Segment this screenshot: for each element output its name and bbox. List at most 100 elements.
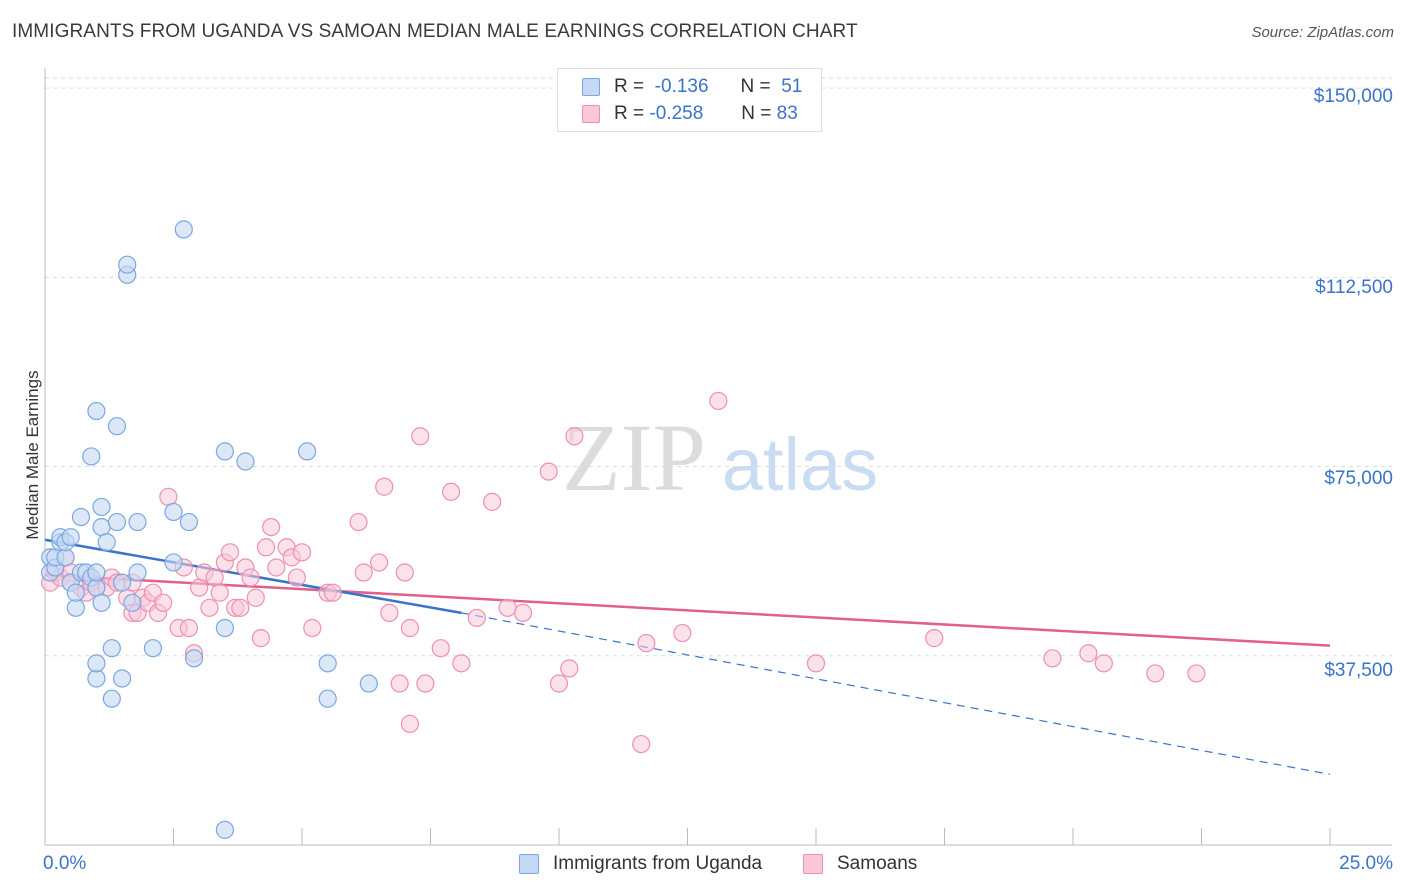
samoans-point [323, 583, 342, 602]
uganda-point [61, 528, 80, 547]
uganda-point [102, 689, 121, 708]
watermark: ZIP atlas [562, 404, 878, 511]
samoans-point [441, 482, 461, 501]
n-label: N = [740, 76, 771, 97]
uganda-point [87, 401, 106, 421]
samoans-point [256, 538, 276, 557]
uganda-point [128, 512, 147, 532]
samoans-point [400, 618, 420, 638]
uganda-point [236, 452, 255, 471]
uganda-point [143, 639, 163, 658]
uganda-point [128, 563, 147, 582]
stats-legend-row-uganda: R = -0.136 N = 51 [582, 75, 802, 99]
samoans-point [1187, 664, 1206, 683]
samoans-point [483, 492, 502, 511]
uganda-point [123, 593, 142, 612]
y-axis-label: Median Male Earnings [22, 370, 42, 540]
legend-label: Immigrants from Uganda [553, 853, 763, 874]
samoans-point [1146, 664, 1165, 683]
samoans-point [292, 543, 312, 562]
samoans-point [375, 477, 394, 496]
samoans-point [431, 639, 450, 658]
uganda-point [87, 563, 106, 582]
samoans-point [205, 568, 224, 587]
samoans-point [241, 568, 260, 587]
uganda-point [92, 497, 111, 517]
samoans-point [565, 427, 584, 446]
uganda-point [164, 502, 183, 522]
samoans-point [246, 588, 265, 607]
uganda-point [174, 220, 193, 239]
samoans-swatch [582, 105, 600, 123]
samoans-trend-line [44, 573, 1331, 647]
source-credit: Source: ZipAtlas.com [1251, 24, 1394, 41]
uganda-point [215, 618, 234, 638]
uganda-point [112, 669, 132, 688]
r-value: -0.136 [654, 76, 709, 97]
axes [44, 68, 1392, 846]
samoans-point [673, 623, 692, 643]
legend-label: Samoans [837, 853, 918, 874]
y-tick-label: $150,000 [1313, 86, 1393, 107]
uganda-point [107, 512, 127, 532]
samoans-point [370, 553, 389, 572]
uganda-point [87, 654, 106, 673]
uganda-point [66, 583, 85, 602]
samoans-point [1079, 644, 1098, 663]
samoans-point [190, 578, 209, 597]
samoans-point [262, 517, 281, 537]
uganda-swatch [582, 78, 600, 96]
samoans-point [210, 583, 229, 602]
x-tick-label: 25.0% [1339, 853, 1393, 874]
samoans-point [806, 654, 826, 673]
uganda-trend-extrapolation [461, 612, 1331, 775]
watermark-atlas: atlas [722, 423, 878, 506]
uganda-point [87, 578, 106, 597]
uganda-swatch [519, 854, 539, 874]
samoans-point [251, 629, 270, 648]
legend-item-uganda[interactable]: Immigrants from Uganda [519, 853, 762, 875]
uganda-point [359, 674, 378, 693]
uganda-point [66, 598, 85, 617]
samoans-swatch [803, 854, 823, 874]
samoans-point [632, 734, 651, 754]
uganda-point [87, 669, 106, 688]
legend-item-samoans[interactable]: Samoans [803, 853, 917, 875]
samoans-point [231, 598, 250, 617]
uganda-point [82, 447, 101, 466]
uganda-point [179, 512, 199, 532]
uganda-point [71, 507, 91, 527]
samoans-point [159, 487, 178, 506]
samoans-point [925, 629, 944, 648]
chart-title: IMMIGRANTS FROM UGANDA VS SAMOAN MEDIAN … [12, 21, 858, 42]
samoans-point [349, 512, 368, 532]
n-value: 83 [776, 103, 798, 124]
uganda-point [118, 255, 137, 274]
uganda-point [318, 689, 337, 708]
samoans-point [267, 558, 286, 577]
samoans-point [539, 462, 558, 481]
samoans-point [395, 563, 414, 582]
samoans-point [637, 634, 656, 653]
samoans-point [1094, 654, 1113, 673]
samoans-point [411, 427, 430, 446]
trend-lines [44, 538, 1331, 775]
samoans-point [452, 654, 471, 673]
samoans-point [154, 593, 173, 612]
uganda-point [92, 593, 111, 612]
samoans-point [400, 714, 420, 733]
stats-legend: R = -0.136 N = 51 R = -0.258 N = 83 [557, 68, 822, 132]
samoans-point [560, 659, 579, 678]
x-tick-label: 0.0% [43, 853, 87, 874]
samoans-point [303, 618, 322, 638]
uganda-point [97, 533, 116, 552]
samoans-point [498, 598, 517, 617]
series-legend: Immigrants from Uganda Samoans [0, 853, 1406, 877]
y-tick-label: $37,500 [1324, 660, 1393, 681]
samoans-point [709, 391, 728, 411]
watermark-zip: ZIP [562, 404, 706, 511]
uganda-point [318, 654, 337, 673]
uganda-points [41, 220, 378, 839]
samoans-point [179, 618, 199, 638]
